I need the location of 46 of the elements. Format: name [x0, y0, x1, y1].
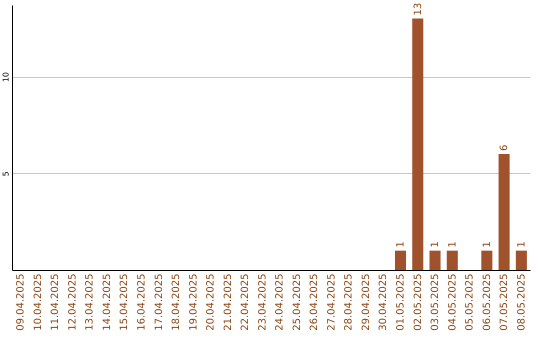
- x-tick-label: 02.05.2025: [412, 274, 424, 331]
- data-label: 6: [499, 144, 510, 151]
- bar: [446, 250, 458, 270]
- x-tick-label: 28.04.2025: [344, 274, 355, 331]
- x-tick-label: 17.04.2025: [154, 274, 165, 331]
- x-tick-label: 11.04.2025: [50, 274, 62, 331]
- data-label: 1: [447, 241, 458, 248]
- x-tick-label: 29.04.2025: [360, 274, 372, 331]
- x-tick-label: 20.04.2025: [206, 274, 217, 331]
- x-tick-label: 25.04.2025: [292, 274, 303, 331]
- data-label: 1: [516, 241, 528, 248]
- data-label: 1: [482, 241, 493, 248]
- y-tick-label: 5: [2, 171, 10, 176]
- x-tick-label: 08.05.2025: [516, 274, 528, 331]
- x-tick-label: 22.04.2025: [240, 274, 252, 331]
- x-tick-label: 04.05.2025: [447, 274, 458, 331]
- x-tick-label: 06.05.2025: [482, 274, 493, 331]
- x-tick-label: 12.04.2025: [67, 274, 78, 331]
- y-tick-label: 10: [2, 72, 10, 82]
- x-tick-label: 05.05.2025: [464, 274, 476, 331]
- x-tick-label: 14.04.2025: [102, 274, 113, 331]
- x-tick-label: 16.04.2025: [136, 274, 148, 331]
- data-label: 1: [396, 241, 406, 248]
- x-tick-label: 19.04.2025: [188, 274, 200, 331]
- bar: [498, 154, 510, 270]
- data-label: 1: [430, 241, 442, 248]
- x-tick-label: 15.04.2025: [119, 274, 130, 331]
- bar: [412, 18, 424, 270]
- x-tick-label: 07.05.2025: [499, 274, 510, 331]
- x-tick-label: 13.04.2025: [84, 274, 96, 331]
- x-tick-label: 21.04.2025: [222, 274, 234, 331]
- bar: [430, 250, 441, 270]
- data-label: 13: [412, 2, 424, 16]
- x-tick-label: 01.05.2025: [396, 274, 406, 331]
- x-tick-label: 09.04.2025: [16, 274, 27, 331]
- bar: [394, 250, 406, 270]
- x-tick-label: 23.04.2025: [257, 274, 268, 331]
- x-tick-label: 26.04.2025: [309, 274, 320, 331]
- x-tick-label: 10.04.2025: [32, 274, 44, 331]
- bar: [481, 250, 492, 270]
- x-tick-label: 03.05.2025: [430, 274, 442, 331]
- x-tick-label: 30.04.2025: [378, 274, 390, 331]
- bar: [516, 250, 527, 270]
- x-tick-label: 24.04.2025: [274, 274, 286, 331]
- x-tick-label: 18.04.2025: [171, 274, 182, 331]
- x-tick-label: 27.04.2025: [326, 274, 338, 331]
